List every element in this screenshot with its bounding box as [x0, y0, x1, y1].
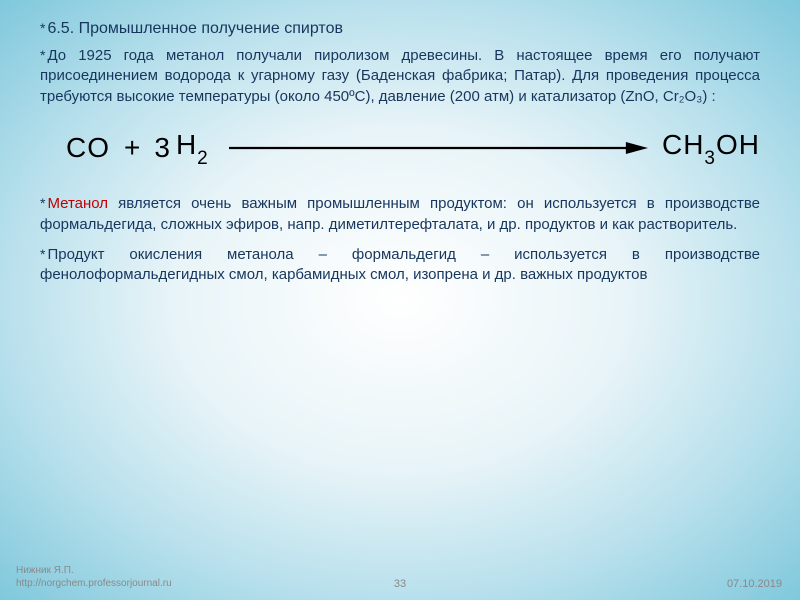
- ch3-sub: 3: [704, 148, 716, 169]
- chemical-equation: CO + 3 H2 CH3OH: [66, 129, 760, 167]
- footer-author: Нижник Я.П.: [16, 565, 172, 578]
- ch-base: CH: [662, 129, 704, 160]
- footer-page-number: 33: [394, 578, 406, 590]
- slide-content: *6.5. Промышленное получение спиртов *До…: [0, 0, 800, 285]
- heading-text: 6.5. Промышленное получение спиртов: [47, 20, 343, 37]
- footer-url: http://norgchem.professorjournal.ru: [16, 578, 172, 591]
- reactant-h2: H2: [176, 129, 209, 167]
- reaction-arrow-icon: [229, 139, 648, 157]
- para1-text: До 1925 года метанол получали пиролизом …: [40, 47, 760, 105]
- bullet-icon: *: [40, 20, 45, 36]
- footer-author-block: Нижник Я.П. http://norgchem.professorjou…: [16, 565, 172, 590]
- para3-text: Продукт окисления метанола – формальдеги…: [40, 246, 760, 283]
- h2-sub: 2: [197, 148, 209, 169]
- coefficient: 3: [154, 132, 170, 164]
- footer-date: 07.10.2019: [727, 578, 782, 590]
- reactant-co: CO: [66, 132, 110, 164]
- bullet-icon: *: [40, 46, 45, 65]
- section-heading: *6.5. Промышленное получение спиртов: [40, 20, 760, 38]
- para2-rest: является очень важным промышленным проду…: [40, 195, 760, 232]
- h2-base: H: [176, 129, 197, 160]
- bullet-icon: *: [40, 194, 45, 213]
- bullet-icon: *: [40, 245, 45, 264]
- methanol-keyword: Метанол: [47, 195, 108, 212]
- oh-base: OH: [716, 129, 760, 160]
- paragraph-methanol: *Метанол является очень важным промышлен…: [40, 194, 760, 235]
- paragraph-intro: *До 1925 года метанол получали пиролизом…: [40, 46, 760, 107]
- product-ch3oh: CH3OH: [662, 129, 760, 167]
- paragraph-formaldehyde: *Продукт окисления метанола – формальдег…: [40, 245, 760, 286]
- plus-sign: +: [124, 132, 140, 164]
